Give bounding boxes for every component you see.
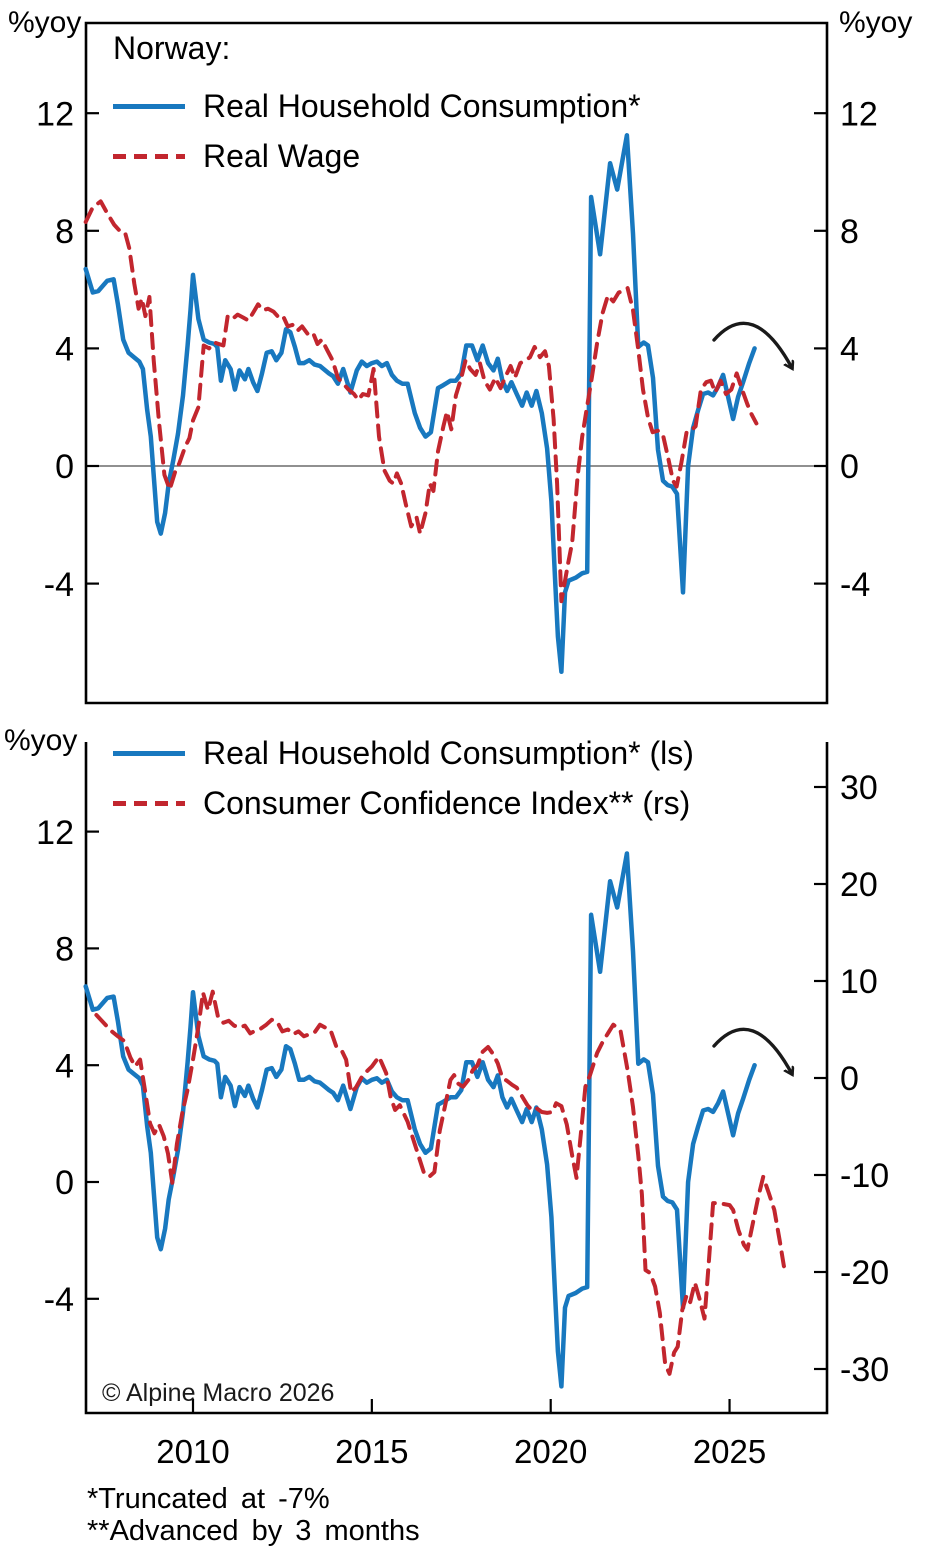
legend-label: Real Household Consumption* (ls) [203,734,694,771]
left-tick-label: 4 [55,1047,74,1085]
legend-label: Real Household Consumption* [203,87,641,124]
left-tick-label: 0 [55,1164,74,1202]
left-tick-label: 12 [36,95,74,133]
top-chart-left-unit-label: %yoy [8,6,82,39]
top-chart: 12 8 4 0 -4 12 8 4 0 -4 [36,21,878,705]
solid-series-line [83,133,757,675]
axes-frame [84,21,829,705]
right-tick-label: 12 [840,95,878,133]
dashed-series-line [83,199,759,604]
left-tick-label: 8 [55,931,74,969]
right-tick-label: 30 [840,769,878,807]
legend-item-consumption: Real Household Consumption* [113,81,641,131]
axes-frame [84,742,829,1415]
footnote-advanced: **Advanced by 3 months [87,1515,420,1547]
curved-down-arrow-icon [712,321,792,368]
right-tick-label: 4 [840,331,859,369]
dashed-series-line [94,989,790,1376]
right-tick-label: 0 [840,1060,859,1098]
legend-label: Real Wage [203,137,361,174]
right-tick-label: -30 [840,1351,889,1389]
consumption-line-swatch [113,750,185,756]
x-tick-label: 2020 [514,1433,587,1470]
confidence-line-swatch [113,800,185,806]
left-tick-label: -4 [44,1281,74,1319]
left-tick-label: 0 [55,448,74,486]
top-chart-right-unit-label: %yoy [839,6,913,39]
right-tick-label: -4 [840,566,870,604]
curved-down-arrow-icon [712,1027,792,1074]
right-tick-label: 10 [840,963,878,1001]
x-tick-label: 2015 [335,1433,408,1470]
solid-series-line [83,851,757,1389]
real-wage-line-swatch [113,153,185,159]
left-tick-label: 8 [55,213,74,251]
left-tick-label: 12 [36,814,74,852]
bottom-chart-left-unit-label: %yoy [4,724,78,757]
right-tick-label: 8 [840,213,859,251]
consumption-line-swatch [113,103,185,109]
right-tick-label: -20 [840,1254,889,1292]
copyright-notice: © Alpine Macro 2026 [102,1379,335,1407]
x-tick-label: 2025 [693,1433,766,1470]
legend-item-real-wage: Real Wage [113,131,641,181]
legend-item-consumption-ls: Real Household Consumption* (ls) [113,728,694,778]
right-tick-label: -10 [840,1157,889,1195]
bottom-chart-legend: Real Household Consumption* (ls) Consume… [113,728,694,828]
top-chart-legend: Norway: Real Household Consumption* Real… [113,30,641,181]
legend-item-consumer-confidence-rs: Consumer Confidence Index** (rs) [113,778,694,828]
chart-title: Norway: [113,30,231,66]
x-tick-label: 2010 [156,1433,229,1470]
left-tick-label: -4 [44,566,74,604]
left-tick-label: 4 [55,331,74,369]
footnote-truncated: *Truncated at -7% [87,1483,330,1515]
right-tick-label: 0 [840,448,859,486]
legend-label: Consumer Confidence Index** (rs) [203,784,691,821]
right-tick-label: 20 [840,866,878,904]
